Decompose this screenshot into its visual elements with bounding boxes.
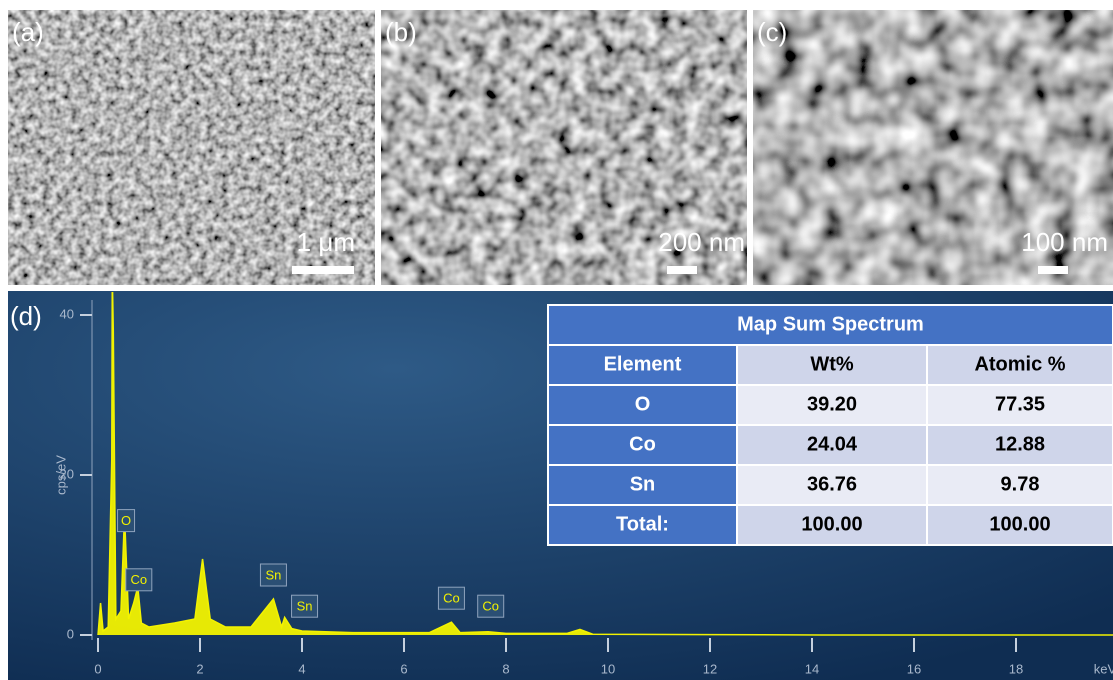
- figure: (a) (b) (c) 1 μm 200 nm 100 nm (d) keV c…: [0, 0, 1113, 680]
- panel-label: (b): [385, 17, 417, 47]
- x-tick-label: 4: [298, 661, 305, 676]
- panel-label: (d): [10, 301, 42, 331]
- peak-label: Co: [482, 599, 499, 614]
- scale-label: 1 μm: [297, 227, 355, 257]
- x-tick-label: 6: [400, 661, 407, 676]
- x-tick-label: 18: [1009, 661, 1023, 676]
- scale-bar: [667, 266, 697, 274]
- x-tick-label: 16: [907, 661, 921, 676]
- table-value: Sn: [630, 473, 656, 495]
- table-value: Co: [629, 433, 656, 455]
- scale-label: 100 nm: [1021, 227, 1108, 257]
- y-tick-label: 20: [60, 466, 74, 481]
- peak-label: Co: [443, 591, 460, 606]
- panel-label: (c): [757, 17, 787, 47]
- scale-label: 200 nm: [658, 227, 745, 257]
- table-value: 39.20: [807, 393, 857, 415]
- peak-label: O: [121, 513, 131, 528]
- y-tick-label: 40: [60, 306, 74, 321]
- table-value: 36.76: [807, 473, 857, 495]
- table-value: 100.00: [989, 513, 1050, 535]
- table-value: Total:: [616, 513, 669, 535]
- table-value: 24.04: [807, 433, 858, 455]
- table-header: Element: [604, 353, 682, 375]
- table-value: O: [635, 393, 651, 415]
- table-value: 77.35: [995, 393, 1045, 415]
- peak-label: Sn: [297, 599, 313, 614]
- panel-label: (a): [12, 17, 44, 47]
- table-value: 9.78: [1001, 473, 1040, 495]
- x-tick-label: 8: [502, 661, 509, 676]
- table-header: Wt%: [810, 353, 854, 375]
- table-title: Map Sum Spectrum: [737, 313, 924, 335]
- x-tick-label: 0: [94, 661, 101, 676]
- table-header: Atomic %: [974, 353, 1065, 375]
- scale-bar: [292, 266, 354, 274]
- scale-bar: [1038, 266, 1068, 274]
- peak-label: Sn: [265, 567, 281, 582]
- y-tick-label: 0: [67, 626, 74, 641]
- x-tick-label: 12: [703, 661, 717, 676]
- sem-images: [8, 10, 1113, 285]
- peak-label: Co: [130, 572, 147, 587]
- x-tick-label: 10: [601, 661, 615, 676]
- page: {"panels": [ {"label": "(a)", "scale": "…: [0, 0, 1113, 680]
- table-value: 12.88: [995, 433, 1045, 455]
- x-axis-label: keV: [1094, 661, 1113, 676]
- table-value: 100.00: [801, 513, 862, 535]
- x-tick-label: 2: [196, 661, 203, 676]
- x-tick-label: 14: [805, 661, 819, 676]
- table: Map Sum Spectrum Element Wt% Atomic % O 39.20…: [548, 305, 1113, 545]
